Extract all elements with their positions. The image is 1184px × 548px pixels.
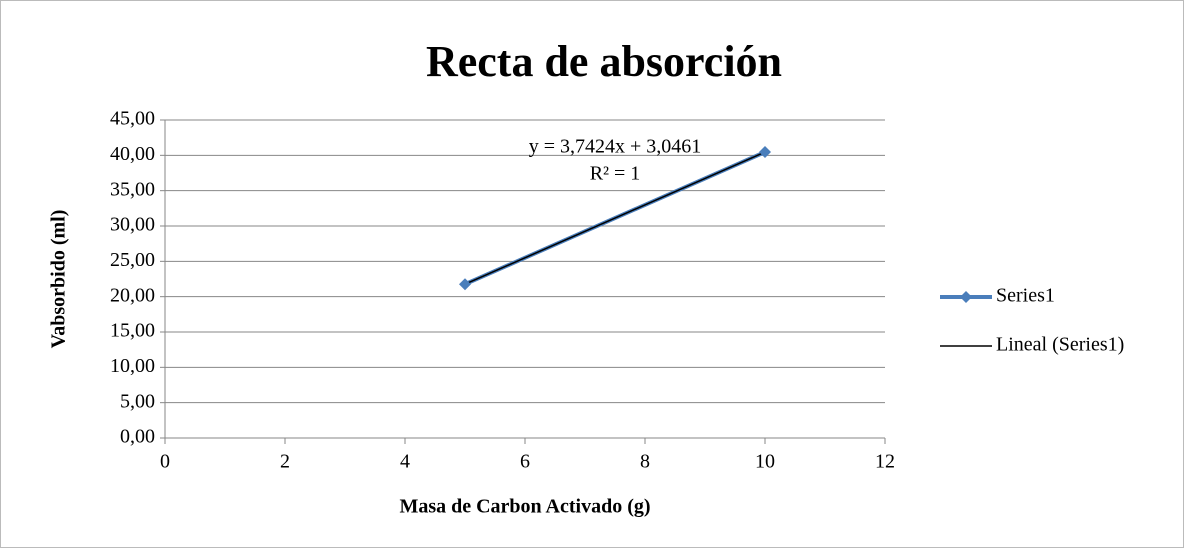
x-tick-label: 12	[875, 451, 895, 473]
y-tick-label: 15,00	[110, 320, 155, 342]
y-tick-label: 10,00	[110, 355, 155, 377]
legend-marker	[960, 291, 972, 303]
y-tick-label: 0,00	[120, 426, 155, 448]
y-tick-label: 30,00	[110, 214, 155, 236]
marker	[459, 278, 471, 291]
annotation: y = 3,7424x + 3,0461	[529, 136, 702, 158]
legend-label: Series1	[996, 285, 1055, 307]
x-tick-label: 4	[400, 451, 410, 473]
y-tick-label: 25,00	[110, 249, 155, 271]
x-tick-label: 0	[160, 451, 170, 473]
legend-label: Lineal (Series1)	[996, 334, 1124, 356]
y-axis-label: Vabsorbido (ml)	[48, 210, 70, 349]
y-tick-label: 35,00	[110, 178, 155, 200]
y-tick-label: 45,00	[110, 108, 155, 130]
trendline	[464, 151, 766, 285]
marker	[759, 146, 771, 159]
x-tick-label: 6	[520, 451, 530, 473]
y-tick-label: 20,00	[110, 284, 155, 306]
x-tick-label: 10	[755, 451, 775, 473]
chart-title: Recta de absorción	[426, 37, 782, 86]
annotation: R² = 1	[590, 163, 641, 185]
x-axis-label: Masa de Carbon Activado (g)	[399, 496, 650, 518]
y-tick-label: 40,00	[110, 143, 155, 165]
y-tick-label: 5,00	[120, 390, 155, 412]
x-tick-label: 2	[280, 451, 290, 473]
x-tick-label: 8	[640, 451, 650, 473]
